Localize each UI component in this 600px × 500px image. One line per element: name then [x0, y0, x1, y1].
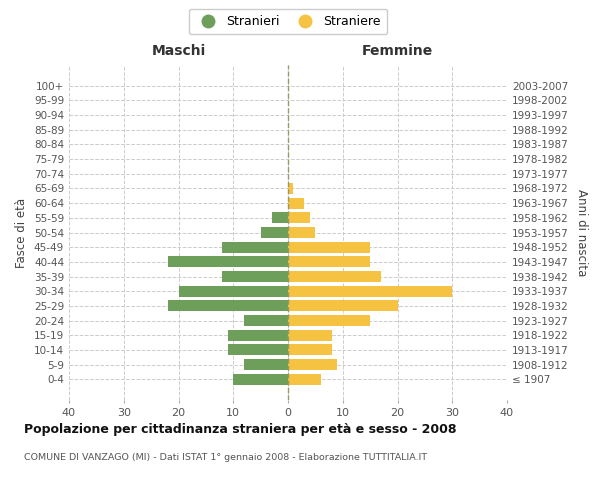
Text: Popolazione per cittadinanza straniera per età e sesso - 2008: Popolazione per cittadinanza straniera p…: [24, 422, 457, 436]
Bar: [288, 330, 332, 340]
Bar: [288, 286, 452, 296]
Bar: [288, 344, 332, 356]
Bar: [167, 256, 288, 268]
Bar: [222, 242, 288, 252]
Bar: [288, 271, 381, 282]
Bar: [288, 374, 321, 385]
Bar: [260, 227, 288, 238]
Bar: [244, 315, 288, 326]
Bar: [288, 315, 370, 326]
Bar: [228, 330, 288, 340]
Bar: [288, 227, 316, 238]
Bar: [288, 359, 337, 370]
Bar: [288, 183, 293, 194]
Text: COMUNE DI VANZAGO (MI) - Dati ISTAT 1° gennaio 2008 - Elaborazione TUTTITALIA.IT: COMUNE DI VANZAGO (MI) - Dati ISTAT 1° g…: [24, 452, 427, 462]
Legend: Stranieri, Straniere: Stranieri, Straniere: [189, 8, 387, 34]
Bar: [233, 374, 288, 385]
Y-axis label: Anni di nascita: Anni di nascita: [575, 189, 588, 276]
Bar: [167, 300, 288, 312]
Bar: [288, 300, 398, 312]
Text: Maschi: Maschi: [151, 44, 206, 59]
Bar: [288, 198, 304, 208]
Bar: [272, 212, 288, 224]
Bar: [228, 344, 288, 356]
Bar: [179, 286, 288, 296]
Bar: [288, 256, 370, 268]
Bar: [222, 271, 288, 282]
Text: Femmine: Femmine: [362, 44, 433, 59]
Bar: [288, 242, 370, 252]
Bar: [244, 359, 288, 370]
Y-axis label: Fasce di età: Fasce di età: [16, 198, 28, 268]
Bar: [288, 212, 310, 224]
